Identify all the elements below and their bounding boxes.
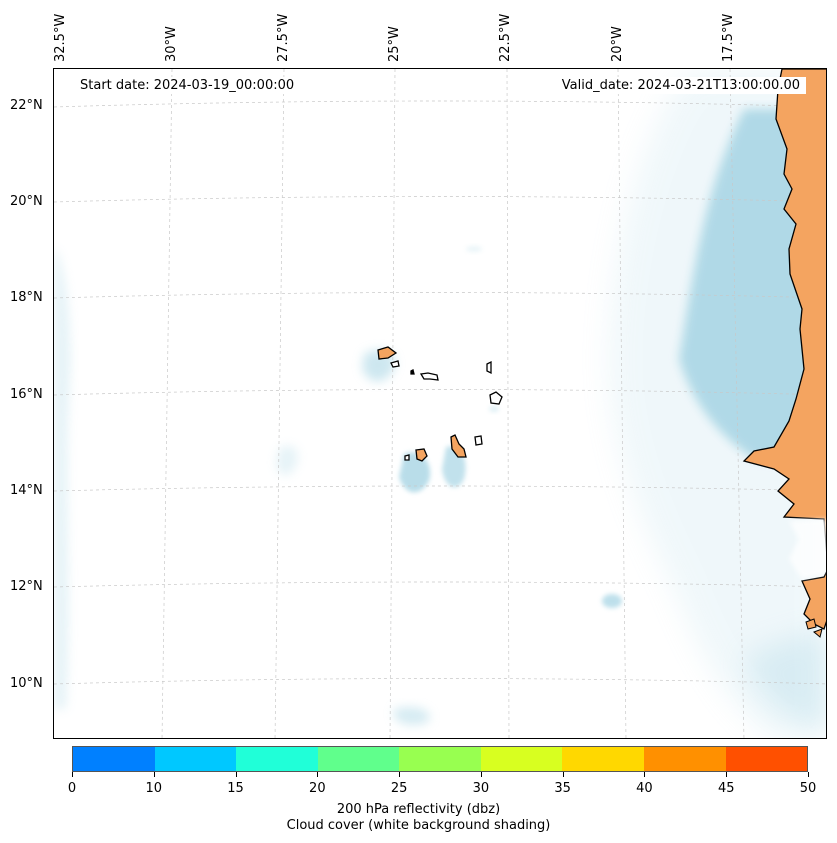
cloud-streak-2: [394, 707, 430, 726]
island-fogo: [415, 448, 428, 462]
colorbar-tick-mark: [480, 772, 482, 777]
islet-nearby: [410, 369, 415, 375]
west-africa-mainland: [742, 69, 826, 630]
island-santo-antao: [377, 346, 398, 360]
lat-label-16n: 16°N: [10, 387, 43, 402]
colorbar-tick-label: 10: [145, 781, 163, 796]
colorbar-tick-label: 30: [472, 781, 490, 796]
colorbar-segment-2: [236, 747, 318, 771]
colorbar-segment-0: [73, 747, 155, 771]
colorbar-tick-mark: [644, 772, 646, 777]
map-canvas: [54, 69, 826, 738]
lon-label-27-5w: 27.5°W: [276, 13, 291, 62]
cabo-verde-islands: [377, 346, 503, 462]
colorbar-segment-1: [154, 747, 237, 771]
lon-label-22-5w: 22.5°W: [498, 13, 513, 62]
colorbar-tick-mark: [808, 772, 809, 777]
colorbar-segment-3: [317, 747, 400, 771]
cloud-tiny-2: [466, 246, 482, 252]
lon-label-30w: 30°W: [164, 26, 179, 62]
colorbar-tick-label: 40: [636, 781, 653, 796]
colorbar-segment-8: [725, 747, 808, 771]
colorbar-tick-mark: [72, 772, 73, 777]
colorbar-segment-6: [562, 747, 644, 771]
lat-label-10n: 10°N: [10, 676, 43, 691]
island-boa-vista: [489, 391, 503, 405]
colorbar-segment-4: [399, 747, 481, 771]
parallel-20n: [54, 196, 826, 203]
cloud-cover-layer: [54, 69, 826, 738]
colorbar-tick-label: 15: [227, 781, 244, 796]
cloud-coastal-main: [679, 109, 814, 464]
meridian-17-5w: [729, 69, 745, 738]
colorbar-tick-mark: [399, 772, 401, 777]
lon-label-17-5w: 17.5°W: [721, 13, 736, 62]
colorbar-segment-5: [480, 747, 563, 771]
parallel-10n: [54, 678, 826, 685]
meridian-30w: [161, 69, 173, 738]
meridian-25w: [389, 69, 396, 738]
meridian-20w: [617, 69, 627, 738]
island-sal: [486, 360, 492, 375]
parallel-22n: [54, 100, 826, 108]
colorbar-tick-label: 20: [309, 781, 326, 796]
lon-label-32-5w: 32.5°W: [53, 13, 68, 62]
parallel-14n: [54, 485, 826, 492]
parallel-18n: [54, 292, 826, 299]
lat-label-18n: 18°N: [10, 290, 43, 305]
colorbar-tick-label: 50: [799, 781, 817, 796]
island-sao-nicolau: [419, 372, 439, 381]
graticule: [54, 69, 826, 738]
map-panel: Start date: 2024-03-19_00:00:00 Valid_da…: [53, 68, 827, 739]
colorbar-sublabel: Cloud cover (white background shading): [286, 818, 551, 833]
valid-date-label: Valid_date: 2024-03-21T13:00:00.00: [555, 77, 806, 94]
island-santiago: [450, 434, 467, 458]
lon-label-20w: 20°W: [610, 26, 625, 62]
cloud-small-blob: [602, 594, 622, 608]
cloud-left-edge: [54, 249, 71, 709]
parallel-12n: [54, 581, 826, 588]
colorbar-label: 200 hPa reflectivity (dbz): [336, 802, 501, 817]
parallel-16n: [54, 389, 826, 396]
lon-label-25w: 25°W: [387, 26, 402, 62]
bissagos-islands: [805, 618, 823, 638]
cloud-tiny-1: [489, 406, 499, 412]
colorbar-tick-label: 25: [390, 781, 408, 796]
cloud-south-patch: [744, 629, 826, 729]
meridian-27-5w: [274, 69, 285, 738]
start-date-label: Start date: 2024-03-19_00:00:00: [74, 77, 301, 94]
colorbar-segment-7: [643, 747, 726, 771]
cloud-fogo: [399, 452, 431, 493]
island-maio: [474, 435, 483, 446]
lat-label-14n: 14°N: [10, 483, 43, 498]
colorbar-tick-label: 45: [717, 781, 735, 796]
lat-label-22n: 22°N: [10, 98, 43, 113]
island-brava: [404, 454, 410, 461]
island-sao-vicente: [390, 360, 400, 368]
reflectivity-colorbar: [72, 746, 808, 772]
meridian-22-5w: [506, 69, 510, 738]
colorbar-tick-mark: [235, 772, 237, 777]
colorbar-tick-label: 35: [554, 781, 571, 796]
colorbar-tick-label: 0: [67, 781, 77, 796]
colorbar-tick-mark: [317, 772, 319, 777]
colorbar-tick-mark: [153, 772, 155, 777]
colorbar-tick-mark: [726, 772, 728, 777]
lat-label-12n: 12°N: [10, 579, 43, 594]
coastal-white-fade: [789, 519, 826, 579]
colorbar-tick-mark: [562, 772, 564, 777]
cloud-streak-1: [276, 445, 299, 476]
lat-label-20n: 20°N: [10, 194, 43, 209]
